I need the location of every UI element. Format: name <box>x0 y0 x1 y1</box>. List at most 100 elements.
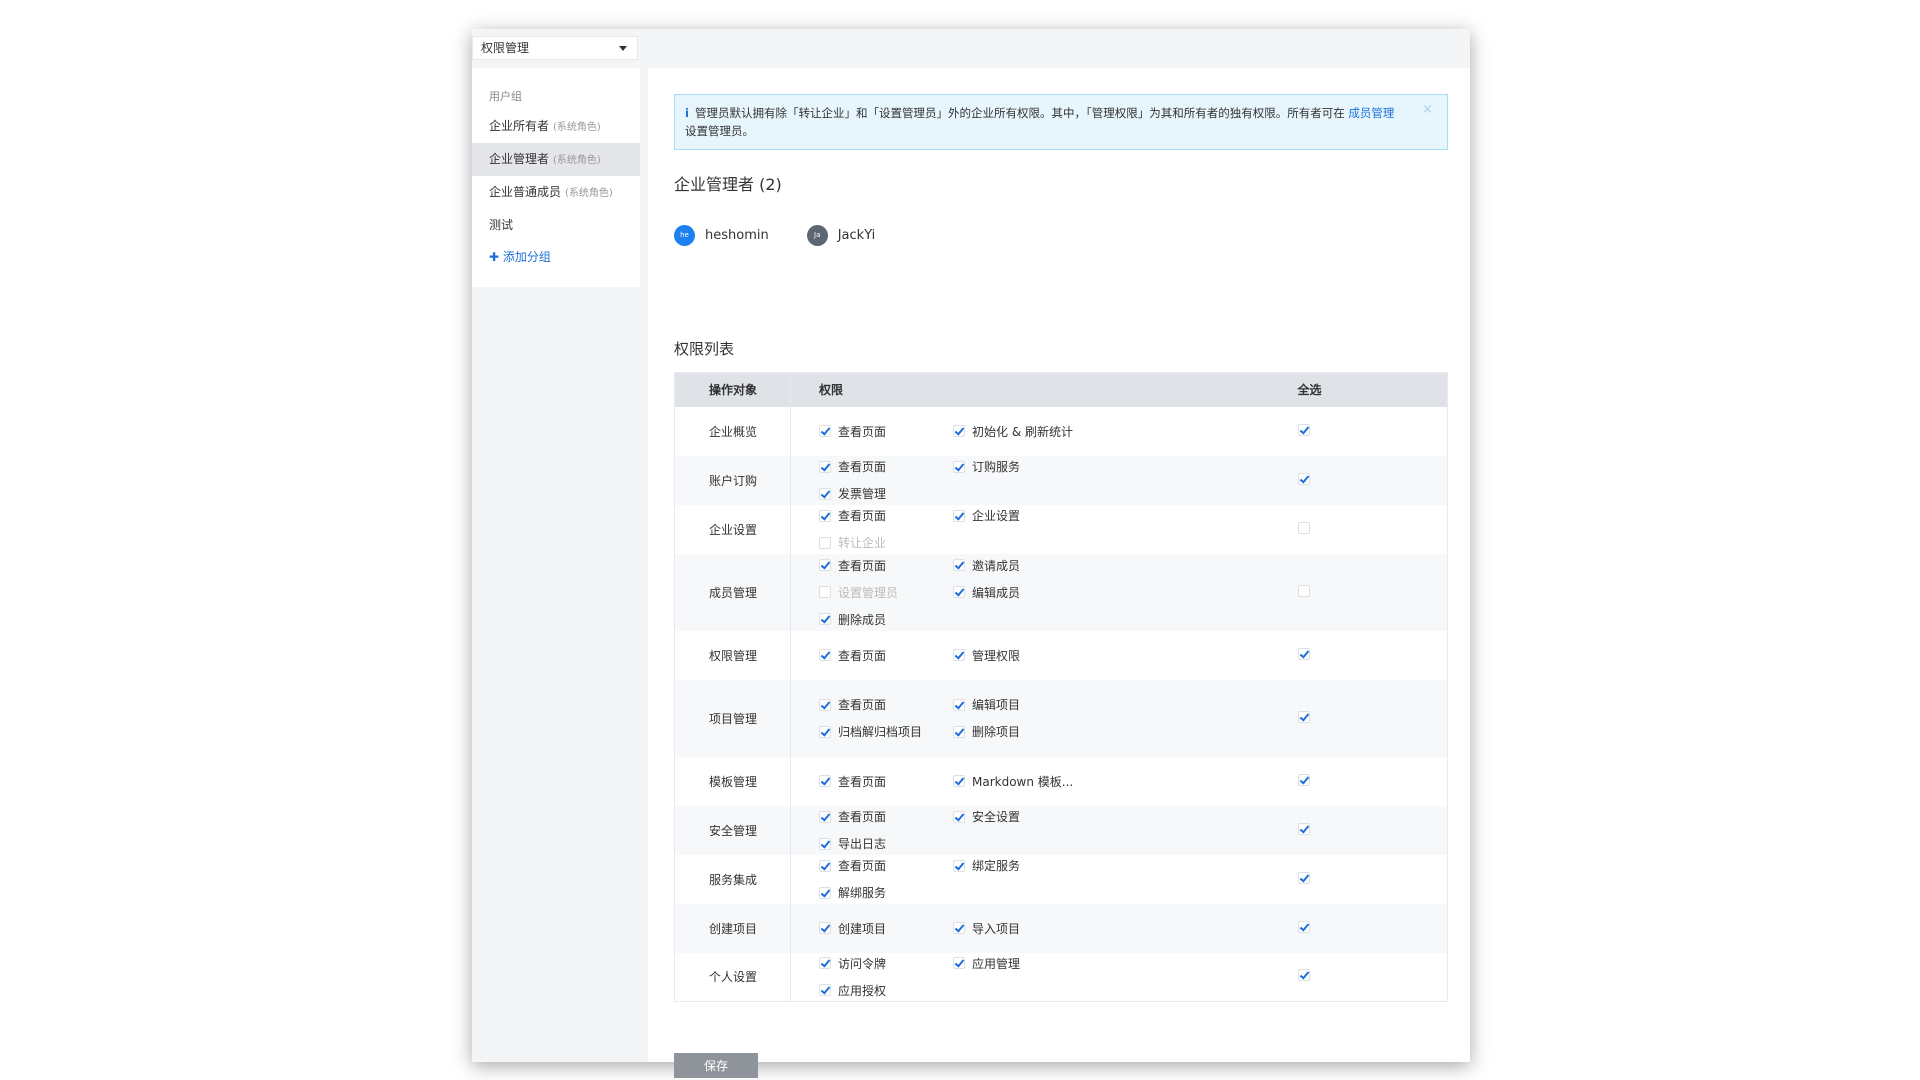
close-icon[interactable]: × <box>1422 102 1433 117</box>
module-dropdown[interactable]: 权限管理 <box>472 36 638 60</box>
checkbox-icon <box>953 725 965 738</box>
permission-checkbox[interactable]: 查看页面 <box>819 696 953 713</box>
permission-checkbox[interactable]: 导入项目 <box>953 920 1087 937</box>
permission-label: 删除成员 <box>838 612 887 627</box>
permission-checkbox[interactable]: 初始化 & 刷新统计 <box>953 423 1087 440</box>
admin-list: he heshomin Ja JackYi <box>674 225 875 246</box>
permission-checkbox[interactable]: 归档解归档项目 <box>819 723 953 740</box>
permission-label: 查看页面 <box>838 810 887 824</box>
permission-label: 查看页面 <box>838 509 887 523</box>
permission-checkbox[interactable]: 删除成员 <box>819 611 953 628</box>
permission-label: 管理权限 <box>972 648 1021 663</box>
permission-label: 设置管理员 <box>838 585 899 600</box>
permission-checkbox[interactable]: 编辑成员 <box>953 584 1087 601</box>
add-group-button[interactable]: ✚ 添加分组 <box>472 242 640 272</box>
admin-user[interactable]: Ja JackYi <box>806 225 875 246</box>
permission-checkbox[interactable]: 绑定服务 <box>953 857 1087 874</box>
permission-label: 查看页面 <box>838 648 887 663</box>
permission-label: 归档解归档项目 <box>838 725 923 739</box>
select-all-cell <box>1297 805 1448 855</box>
permission-checkbox[interactable]: 创建项目 <box>819 920 953 937</box>
select-all-checkbox[interactable] <box>1297 647 1310 660</box>
select-all-checkbox[interactable] <box>1297 521 1310 534</box>
permission-cell: 查看页面 初始化 & 刷新统计 <box>791 407 1298 456</box>
permission-checkbox[interactable]: 应用授权 <box>819 982 953 999</box>
sidebar: 用户组 企业所有者 (系统角色) 企业管理者 (系统角色) 企业普通成员 (系统角色) 测试… <box>472 68 640 287</box>
alert-text-2: 设置管理员。 <box>685 124 754 138</box>
checkbox-icon <box>819 425 831 437</box>
sidebar-item[interactable]: 测试 <box>472 209 640 242</box>
select-all-cell <box>1297 553 1448 631</box>
select-all-checkbox[interactable] <box>1297 472 1310 485</box>
checkbox-icon <box>953 460 965 473</box>
permission-label: 发票管理 <box>838 487 887 501</box>
table-row: 服务集成 查看页面 绑定服务 解绑服务 <box>674 854 1448 904</box>
select-all-checkbox[interactable] <box>1297 822 1310 835</box>
sidebar-item[interactable]: 企业所有者 (系统角色) <box>472 110 640 143</box>
select-all-checkbox[interactable] <box>1297 423 1310 436</box>
table-row: 项目管理 查看页面 编辑项目 归档解归档项目 删除项目 <box>674 679 1448 757</box>
select-all-checkbox[interactable] <box>1297 871 1310 884</box>
permission-checkbox[interactable]: 设置管理员 <box>819 584 953 601</box>
permission-checkbox[interactable]: 邀请成员 <box>953 557 1087 574</box>
checkbox-icon <box>819 559 831 571</box>
object-name: 企业概览 <box>674 406 791 456</box>
permission-checkbox[interactable]: 查看页面 <box>819 423 953 440</box>
select-all-cell <box>1297 407 1448 456</box>
permission-checkbox[interactable]: 查看页面 <box>819 647 953 664</box>
sidebar-item-label: 企业所有者 <box>489 119 550 133</box>
select-all-checkbox[interactable] <box>1297 920 1310 933</box>
permission-label: 查看页面 <box>838 460 887 474</box>
member-management-link[interactable]: 成员管理 <box>1348 106 1395 120</box>
save-button[interactable]: 保存 <box>674 1053 758 1078</box>
permission-checkbox[interactable]: 访问令牌 <box>819 955 953 972</box>
permission-checkbox[interactable]: 查看页面 <box>819 857 953 874</box>
checkbox-icon <box>819 859 831 872</box>
select-all-cell <box>1297 679 1448 757</box>
sidebar-item-tag: (系统角色) <box>565 188 613 199</box>
permission-label: 邀请成员 <box>972 558 1021 573</box>
permission-checkbox[interactable]: 管理权限 <box>953 647 1087 664</box>
permission-checkbox[interactable]: 查看页面 <box>819 808 953 825</box>
add-group-label: 添加分组 <box>502 250 551 264</box>
permission-checkbox[interactable]: 发票管理 <box>819 485 953 502</box>
permission-checkbox[interactable]: 导出日志 <box>819 835 953 852</box>
top-bar: 权限管理 <box>472 29 1470 68</box>
permission-checkbox[interactable]: 解绑服务 <box>819 884 953 901</box>
avatar: he <box>674 225 695 246</box>
main-content: i 管理员默认拥有除「转让企业」和「设置管理员」外的企业所有权限。其中，「管理权限… <box>648 68 1470 1078</box>
select-all-cell <box>1297 631 1448 680</box>
permission-checkbox[interactable]: 编辑项目 <box>953 696 1087 713</box>
object-name: 权限管理 <box>674 630 791 680</box>
permission-checkbox[interactable]: Markdown 模板... <box>953 773 1087 790</box>
admin-user[interactable]: he heshomin <box>674 225 769 246</box>
permission-checkbox[interactable]: 查看页面 <box>819 507 953 524</box>
select-all-checkbox[interactable] <box>1297 710 1310 723</box>
permission-checkbox[interactable]: 查看页面 <box>819 557 953 574</box>
table-row: 企业概览 查看页面 初始化 & 刷新统计 <box>674 406 1448 456</box>
object-name: 创建项目 <box>674 903 791 953</box>
checkbox-icon <box>819 984 831 997</box>
permission-label: 查看页面 <box>838 774 887 789</box>
app-window: 权限管理 用户组 企业所有者 (系统角色) 企业管理者 (系统角色) 企业普通成员 (系统… <box>472 29 1470 1078</box>
permission-checkbox[interactable]: 安全设置 <box>953 808 1087 825</box>
sidebar-item[interactable]: 企业管理者 (系统角色) <box>472 143 640 176</box>
checkbox-icon <box>819 810 831 823</box>
permission-checkbox[interactable]: 删除项目 <box>953 723 1087 740</box>
permission-checkbox[interactable]: 转让企业 <box>819 534 953 551</box>
permission-cell: 查看页面 编辑项目归档解归档项目 删除项目 <box>790 679 1298 757</box>
permission-label: 删除项目 <box>972 725 1021 739</box>
permission-checkbox[interactable]: 查看页面 <box>819 773 953 790</box>
object-name: 账户订购 <box>674 455 791 505</box>
permission-checkbox[interactable]: 订购服务 <box>953 458 1087 475</box>
select-all-checkbox[interactable] <box>1297 773 1310 786</box>
select-all-checkbox[interactable] <box>1297 584 1310 597</box>
chevron-down-icon <box>619 46 627 51</box>
permission-label: 查看页面 <box>838 859 887 873</box>
sidebar-item[interactable]: 企业普通成员 (系统角色) <box>472 176 640 209</box>
permission-checkbox[interactable]: 应用管理 <box>953 955 1087 972</box>
permission-checkbox[interactable]: 查看页面 <box>819 458 953 475</box>
object-name: 个人设置 <box>674 952 791 1002</box>
permission-checkbox[interactable]: 企业设置 <box>953 507 1087 524</box>
select-all-checkbox[interactable] <box>1297 969 1310 982</box>
